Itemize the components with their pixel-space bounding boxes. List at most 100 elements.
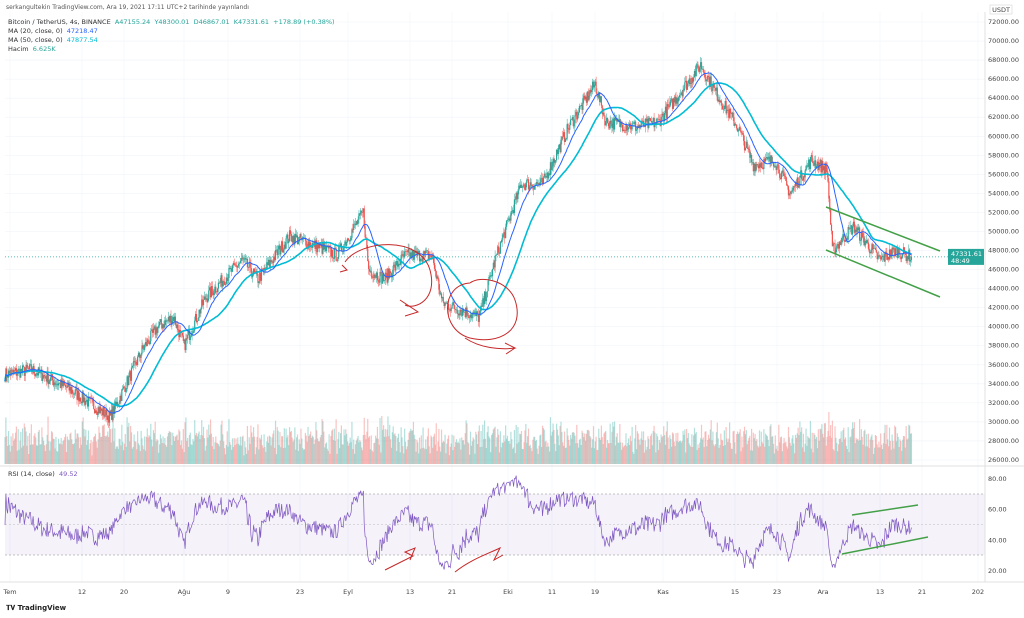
volume-bar (653, 425, 655, 464)
tradingview-logo[interactable]: 𝐓𝐕 TradingView (6, 604, 66, 613)
candle-body (899, 253, 901, 257)
volume-bar (865, 446, 867, 464)
candle-body (402, 254, 404, 256)
candle-body (27, 367, 29, 369)
candle-body (163, 324, 165, 328)
candle-body (275, 249, 278, 251)
volume-bar (556, 429, 559, 464)
volume-legend[interactable]: Hacim 6.625K (8, 45, 56, 53)
rsi-red-arrow-1 (384, 547, 416, 571)
candle-body (887, 256, 889, 260)
candle-body (523, 184, 525, 186)
candle-body (576, 111, 578, 120)
candle-body (764, 158, 766, 162)
candle-body (15, 368, 18, 376)
candle-body (902, 253, 904, 257)
rsi-legend[interactable]: RSI (14, close) 49.52 (8, 470, 78, 478)
candle-body (479, 310, 481, 316)
volume-bar (815, 436, 818, 464)
symbol-legend[interactable]: Bitcoin / TetherUS, 4s, BINANCE A47155.2… (8, 18, 335, 26)
ma20-legend[interactable]: MA (20, close, 0) 47218.47 (8, 27, 98, 35)
time-axis[interactable]: Tem 12 20 Ağu 9 23 Eyl 13 21 Eki 11 19 Kas 15 23 Ara 13 2… (2, 588, 984, 596)
candle-body (469, 317, 471, 319)
volume-bar (907, 438, 909, 464)
volume-bar (173, 441, 176, 464)
candle-body (317, 244, 320, 249)
candle-body (240, 258, 242, 261)
candle-body (248, 262, 250, 268)
volume-bar (406, 446, 408, 464)
candle-body (543, 173, 545, 178)
volume-bar (689, 445, 691, 464)
volume-bar (633, 453, 635, 464)
candle-body (797, 177, 799, 188)
candle-body (587, 91, 589, 100)
volume-bar (404, 428, 406, 464)
volume-bar (462, 440, 464, 464)
candle-body (389, 271, 392, 274)
volume-bar (263, 434, 265, 464)
candle-body (446, 302, 448, 304)
candle-body (515, 192, 517, 200)
volume-bar (296, 437, 298, 464)
candle-body (317, 244, 319, 253)
candle-body (328, 246, 330, 249)
candle-body (721, 105, 724, 110)
candle-body (859, 227, 861, 241)
candle-body (130, 371, 132, 381)
volume-bar (636, 431, 638, 464)
candle-body (32, 365, 34, 373)
volume-bar (594, 441, 596, 464)
candle-body (374, 274, 376, 276)
volume-bar (830, 437, 833, 464)
candle-body (353, 223, 356, 225)
volume-bar (887, 439, 889, 464)
volume-bar (494, 426, 496, 464)
volume-bar (610, 442, 612, 464)
volume-bar (591, 447, 593, 464)
volume-bar (669, 435, 671, 464)
volume-bar (281, 436, 283, 464)
candle-body (421, 259, 423, 262)
candle-body (708, 77, 711, 87)
candle-body (878, 255, 880, 256)
candle-body (187, 330, 190, 335)
price-axis[interactable]: 72000.0070000.0068000.0066000.0064000.00… (988, 18, 1019, 464)
volume-bar (686, 438, 689, 464)
volume-bar (192, 438, 194, 464)
volume-bar (433, 433, 436, 464)
candle-body (271, 261, 273, 263)
candle-body (69, 387, 71, 391)
volume-bar (379, 417, 381, 464)
volume-bar (142, 445, 144, 464)
volume-bar (828, 412, 830, 464)
candle-body (839, 241, 841, 246)
candle-body (812, 161, 814, 164)
volume-bar (595, 436, 597, 464)
volume-bar (160, 438, 162, 464)
price-tick: 42000.00 (988, 304, 1019, 312)
candle-body (828, 181, 830, 199)
volume-bar (332, 440, 335, 464)
candle-body (722, 109, 725, 110)
volume-bar (253, 436, 256, 464)
ma50-legend[interactable]: MA (50, close, 0) 47877.54 (8, 36, 98, 44)
volume-bar (423, 447, 425, 464)
volume-bar (588, 430, 590, 464)
volume-bar (180, 444, 182, 464)
candle-body (803, 176, 805, 178)
candle-body (182, 335, 184, 341)
volume-bar (122, 441, 124, 464)
candle-body (602, 112, 604, 115)
volume-bar (245, 447, 247, 464)
candle-body (116, 401, 119, 406)
candle-body (848, 227, 850, 229)
volume-bar (895, 427, 897, 464)
candle-body (726, 109, 728, 114)
volume-bar (32, 444, 34, 464)
volume-bar (592, 426, 595, 464)
candle-body (534, 185, 536, 190)
volume-bar (735, 453, 737, 464)
